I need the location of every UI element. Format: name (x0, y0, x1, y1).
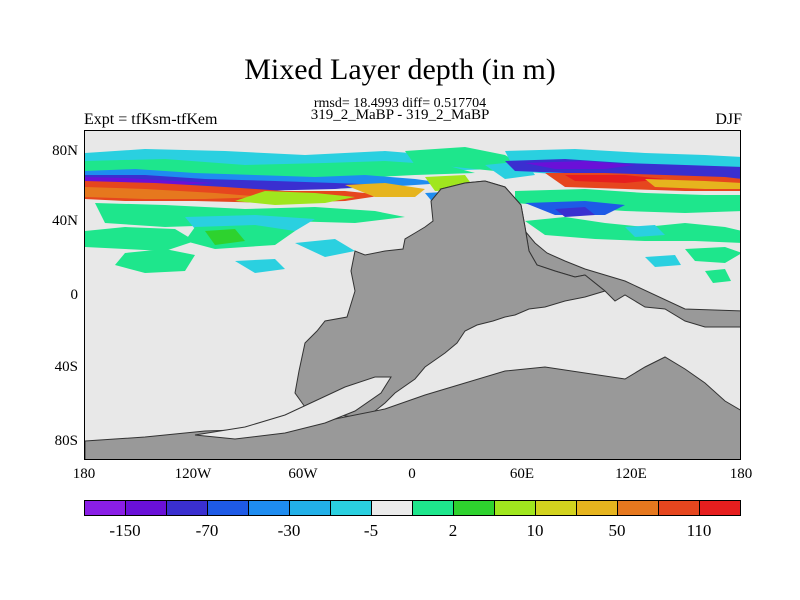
colorbar (84, 500, 741, 516)
land-masses (85, 180, 740, 459)
colorbar-label: -30 (277, 521, 301, 540)
experiment-label: Expt = tfKsm-tfKem (84, 111, 218, 128)
lon-label-0: 0 (408, 466, 416, 482)
colorbar-swatch (331, 501, 372, 515)
anomaly-fields (85, 147, 740, 283)
colorbar-swatch (700, 501, 740, 515)
lon-label-180w: 180 (72, 466, 96, 482)
colorbar-swatch (618, 501, 659, 515)
colorbar-swatch (372, 501, 413, 515)
colorbar-label: 10 (526, 521, 544, 540)
colorbar-label: -150 (109, 521, 141, 540)
colorbar-label: -5 (363, 521, 379, 540)
colorbar-swatch (659, 501, 700, 515)
colorbar-swatch (249, 501, 290, 515)
lon-label-60e: 60E (509, 466, 535, 482)
colorbar-swatch (290, 501, 331, 515)
colorbar-swatch (577, 501, 618, 515)
season-label: DJF (715, 111, 742, 128)
case-subtitle: 319_2_MaBP - 319_2_MaBP (310, 107, 490, 123)
map-canvas (85, 131, 740, 459)
lat-label-80n: 80N (52, 143, 78, 159)
colorbar-swatch (495, 501, 536, 515)
colorbar-label: 110 (686, 521, 712, 540)
plot-title: Mixed Layer depth (in m) (244, 53, 556, 86)
lon-label-120e: 120E (615, 466, 647, 482)
colorbar-label: 50 (608, 521, 626, 540)
colorbar-swatch (126, 501, 167, 515)
lon-label-120w: 120W (174, 466, 212, 482)
lat-label-40s: 40S (54, 359, 78, 375)
lat-label-equator: 0 (70, 287, 79, 303)
colorbar-label: -70 (195, 521, 219, 540)
lat-label-80s: 80S (54, 433, 78, 449)
colorbar-swatch (167, 501, 208, 515)
colorbar-swatch (208, 501, 249, 515)
colorbar-swatch (536, 501, 577, 515)
lon-label-180e: 180 (729, 466, 753, 482)
colorbar-swatch (413, 501, 454, 515)
lon-label-60w: 60W (288, 466, 318, 482)
stats-subtitle: rmsd= 18.4993 diff= 0.517704 (313, 96, 487, 111)
colorbar-swatch (454, 501, 495, 515)
colorbar-swatch (85, 501, 126, 515)
colorbar-label: 2 (448, 521, 458, 540)
map-panel (84, 130, 741, 460)
lat-label-40n: 40N (52, 213, 78, 229)
